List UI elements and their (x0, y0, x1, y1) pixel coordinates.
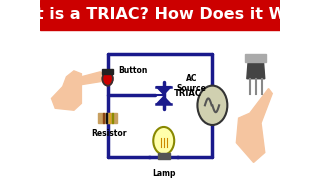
Text: TRIAC: TRIAC (174, 89, 202, 98)
Text: Lamp: Lamp (152, 169, 175, 178)
Polygon shape (247, 59, 265, 79)
Text: AC
Source: AC Source (177, 74, 206, 93)
Polygon shape (156, 96, 171, 104)
Bar (40, 0, 280, 30)
Bar (102, 113, 104, 123)
Polygon shape (236, 89, 272, 162)
Text: Resistor: Resistor (91, 129, 127, 138)
Text: Button: Button (118, 66, 148, 75)
Circle shape (153, 127, 174, 154)
Circle shape (197, 86, 227, 125)
Bar (111, 113, 113, 123)
Circle shape (102, 72, 113, 86)
Bar (98, 113, 117, 123)
Polygon shape (52, 71, 81, 110)
Text: What is a TRIAC? How Does it Work?: What is a TRIAC? How Does it Work? (0, 7, 320, 22)
Bar (245, 54, 266, 62)
Bar (106, 113, 107, 123)
Polygon shape (81, 72, 106, 85)
Polygon shape (156, 87, 171, 94)
Bar (108, 113, 110, 123)
Bar (102, 69, 113, 74)
Bar (158, 153, 170, 159)
